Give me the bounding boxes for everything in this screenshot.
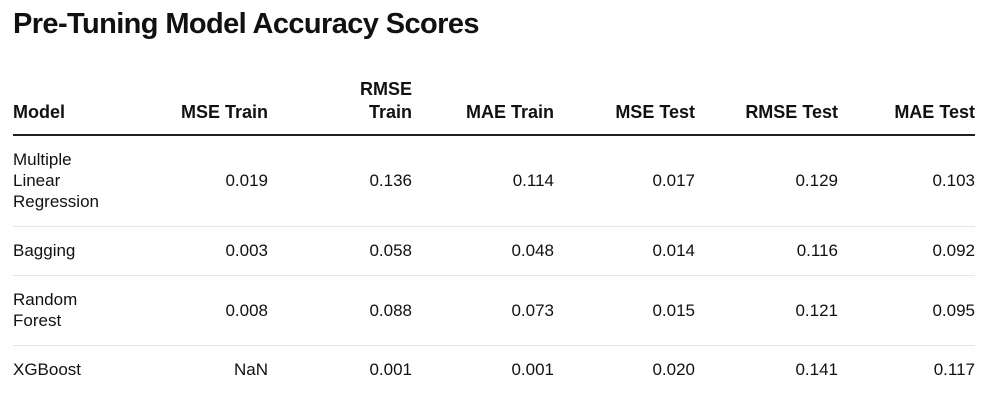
table-cell-value: 0.020 — [652, 359, 695, 379]
table-cell-model: Multiple Linear Regression — [13, 135, 123, 227]
table-cell-value: 0.121 — [695, 275, 838, 346]
table-cell-value: 0.001 — [369, 359, 412, 379]
table-cell-value: 0.136 — [268, 135, 412, 227]
table-row: Random Forest 0.008 0.088 0.073 0.015 0.… — [13, 275, 975, 346]
table-cell-value: 0.003 — [123, 226, 268, 276]
table-cell-value: 0.088 — [268, 275, 412, 346]
column-header-mse-test: MSE Test — [554, 78, 695, 136]
table-cell-value: 0.019 — [123, 135, 268, 227]
table-cell-model: Random Forest — [13, 275, 123, 346]
table-cell-value: 0.129 — [695, 135, 838, 227]
column-header-rmse-train: RMSE Train — [268, 78, 412, 136]
table-row: Multiple Linear Regression 0.019 0.136 0… — [13, 135, 975, 227]
table-row: XGBoost NaN 0.001 0.001 0.020 0.141 0.11… — [13, 345, 975, 393]
table-cell-value: 0.073 — [412, 275, 554, 346]
table-row: Bagging 0.003 0.058 0.048 0.014 0.116 0.… — [13, 226, 975, 276]
accuracy-table: Model MSE Train RMSE Train MAE Train MSE… — [13, 78, 975, 393]
table-cell-model: Bagging — [13, 226, 123, 276]
table-cell-value: 0.116 — [695, 226, 838, 276]
table-cell-value: 0.001 — [511, 359, 554, 379]
column-header-mae-train: MAE Train — [412, 78, 554, 136]
column-header-model: Model — [13, 78, 123, 136]
column-header-mae-test: MAE Test — [838, 78, 975, 136]
table-cell-value: 0.092 — [838, 226, 975, 276]
header-row: Model MSE Train RMSE Train MAE Train MSE… — [13, 78, 975, 136]
page-title: Pre-Tuning Model Accuracy Scores — [13, 8, 479, 40]
table-cell-value: NaN — [233, 359, 268, 379]
table-cell-value: 0.117 — [933, 359, 975, 379]
table-cell-value: 0.141 — [795, 359, 838, 379]
table-cell-value: 0.114 — [412, 135, 554, 227]
table-cell-value: 0.048 — [412, 226, 554, 276]
column-header-rmse-test: RMSE Test — [695, 78, 838, 136]
table-cell-value: 0.015 — [554, 275, 695, 346]
table-cell-value: 0.095 — [838, 275, 975, 346]
table-cell-value: 0.008 — [123, 275, 268, 346]
table-cell-value: 0.058 — [268, 226, 412, 276]
column-header-mse-train: MSE Train — [123, 78, 268, 136]
table-cell-value: 0.103 — [838, 135, 975, 227]
table-cell-model: XGBoost — [13, 359, 82, 379]
table-cell-value: 0.014 — [554, 226, 695, 276]
table-cell-value: 0.017 — [554, 135, 695, 227]
